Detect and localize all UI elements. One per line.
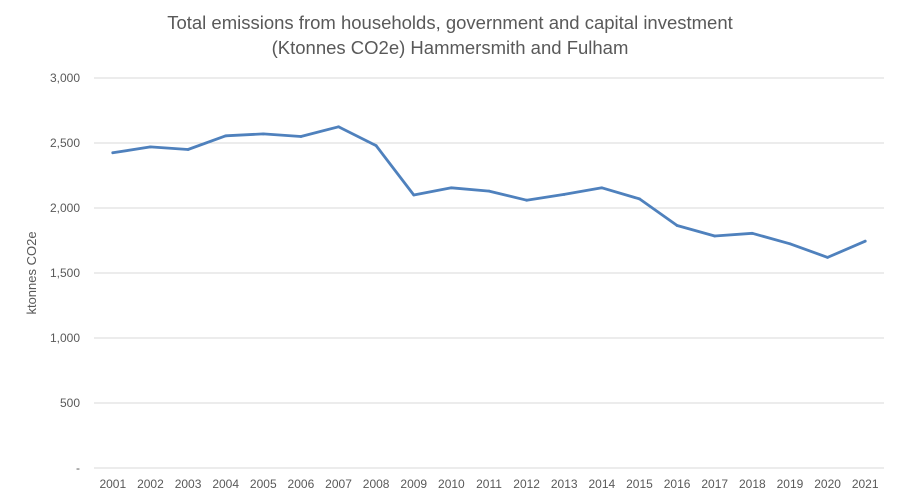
x-tick-label: 2019 xyxy=(777,477,804,491)
chart-title: Total emissions from households, governm… xyxy=(0,10,900,60)
data-point xyxy=(299,135,303,138)
x-tick-label: 2016 xyxy=(664,477,691,491)
data-point xyxy=(750,231,754,235)
data-point xyxy=(412,193,416,197)
x-tick-label: 2002 xyxy=(137,477,164,491)
x-tick-labels: 2001 2002 2003 2004 2005 2006 2007 2008 2009 2010… xyxy=(99,477,878,491)
data-point xyxy=(675,224,679,227)
y-tick-label: 500 xyxy=(60,396,80,410)
y-tick-label: 2,000 xyxy=(50,201,80,215)
y-tick-label: 1,000 xyxy=(50,331,80,345)
data-point xyxy=(487,189,491,193)
y-tick-label: - xyxy=(76,461,80,475)
data-point xyxy=(826,256,829,259)
chart-title-line-1: Total emissions from households, governm… xyxy=(167,12,733,33)
x-tick-label: 2010 xyxy=(438,477,465,491)
data-point xyxy=(261,132,265,136)
data-point xyxy=(186,148,190,151)
gridlines xyxy=(94,77,884,469)
data-point xyxy=(638,197,641,201)
data-point xyxy=(713,234,717,238)
data-point xyxy=(562,192,566,196)
x-tick-label: 2005 xyxy=(250,477,277,491)
data-point xyxy=(149,145,152,149)
x-tick-label: 2018 xyxy=(739,477,766,491)
data-point xyxy=(788,242,792,246)
data-point xyxy=(863,239,867,243)
data-point xyxy=(525,198,529,202)
y-axis-label: ktonnes CO2e xyxy=(24,231,39,314)
x-tick-label: 2007 xyxy=(325,477,352,491)
x-tick-label: 2021 xyxy=(852,477,879,491)
x-tick-label: 2012 xyxy=(513,477,540,491)
series-line-group xyxy=(111,125,867,259)
data-point xyxy=(449,186,453,190)
y-tick-labels: - 500 1,000 1,500 2,000 2,500 3,000 xyxy=(50,71,80,475)
x-tick-label: 2004 xyxy=(212,477,239,491)
y-tick-label: 3,000 xyxy=(50,71,80,85)
x-tick-label: 2017 xyxy=(701,477,728,491)
x-tick-label: 2003 xyxy=(175,477,202,491)
x-tick-label: 2013 xyxy=(551,477,578,491)
x-tick-label: 2006 xyxy=(288,477,315,491)
data-point xyxy=(374,144,378,148)
x-tick-label: 2001 xyxy=(99,477,126,491)
y-tick-label: 1,500 xyxy=(50,266,80,280)
y-tick-label: 2,500 xyxy=(50,136,80,150)
data-point xyxy=(600,186,604,190)
x-tick-label: 2020 xyxy=(814,477,841,491)
data-point xyxy=(337,125,340,129)
data-point xyxy=(224,134,228,138)
data-point xyxy=(111,151,115,155)
x-tick-label: 2008 xyxy=(363,477,390,491)
x-tick-label: 2009 xyxy=(400,477,427,491)
x-tick-label: 2011 xyxy=(476,477,502,491)
chart-title-line-2: (Ktonnes CO2e) Hammersmith and Fulham xyxy=(271,37,629,58)
x-tick-label: 2015 xyxy=(626,477,653,491)
x-tick-label: 2014 xyxy=(589,477,616,491)
